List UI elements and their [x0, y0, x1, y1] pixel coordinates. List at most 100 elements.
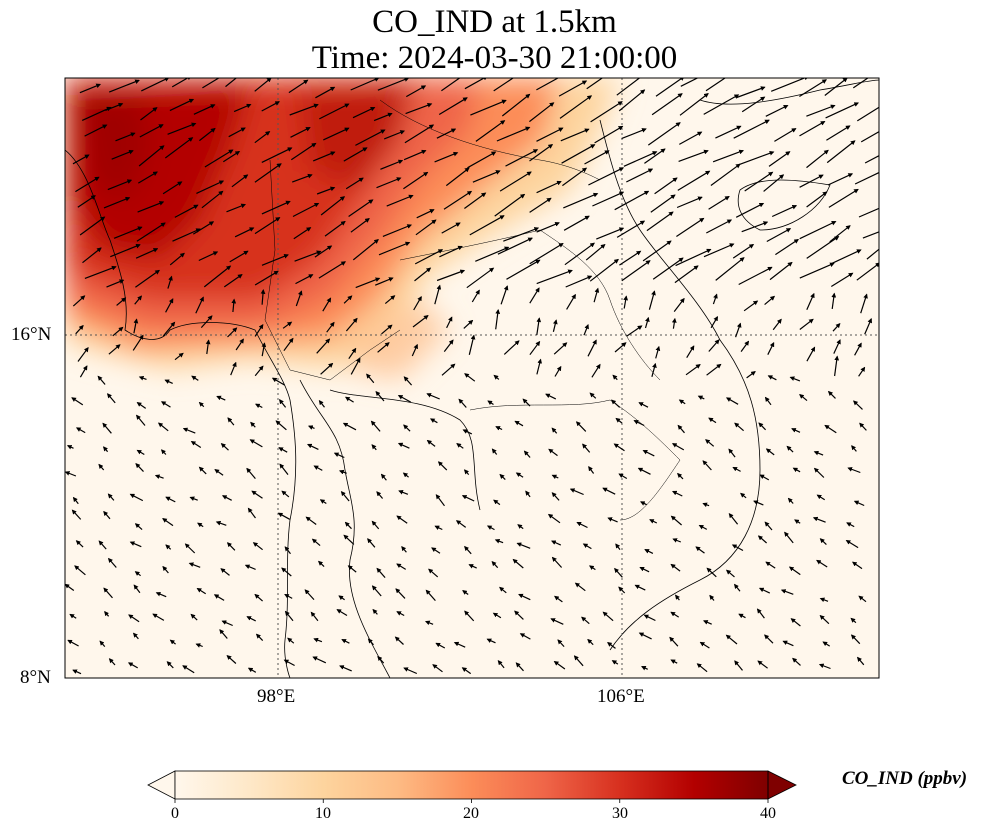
wind-arrow: [136, 449, 145, 456]
wind-arrow: [615, 543, 621, 550]
wind-arrow: [677, 424, 685, 434]
wind-arrow: [560, 128, 590, 142]
wind-arrow: [290, 126, 311, 138]
wind-arrow: [215, 520, 227, 526]
wind-arrow: [672, 538, 682, 543]
wind-arrow: [426, 393, 440, 400]
wind-arrow: [772, 318, 782, 331]
wind-arrow: [853, 500, 865, 507]
wind-arrow: [336, 609, 348, 617]
wind-arrow: [316, 186, 336, 195]
wind-arrow: [503, 340, 520, 355]
wind-arrow: [75, 324, 84, 335]
wind-arrow: [289, 103, 319, 116]
wind-arrow: [197, 522, 204, 528]
wind-arrow: [854, 342, 862, 356]
wind-arrow: [552, 319, 558, 332]
wind-arrow: [767, 341, 775, 355]
wind-arrow: [291, 173, 313, 183]
wind-arrow: [314, 245, 333, 258]
wind-arrow: [671, 443, 685, 451]
wind-arrow: [371, 444, 377, 451]
wind-arrow: [493, 499, 501, 506]
wind-arrow: [226, 203, 246, 213]
wind-arrow: [487, 400, 494, 406]
wind-arrow: [174, 352, 184, 361]
wind-arrow: [67, 639, 79, 647]
wind-arrow: [320, 196, 346, 216]
wind-arrow: [638, 632, 652, 640]
wind-arrow: [685, 364, 701, 376]
wind-arrow: [734, 660, 743, 671]
wind-arrow: [827, 173, 854, 186]
wind-arrow: [287, 637, 295, 644]
wind-arrow: [780, 589, 794, 595]
wind-arrow: [705, 439, 715, 447]
wind-arrow: [82, 247, 102, 264]
wind-arrow: [559, 95, 593, 119]
wind-arrow: [261, 101, 280, 112]
wind-arrow: [403, 149, 427, 161]
wind-arrow: [587, 339, 597, 357]
wind-arrow: [220, 568, 230, 576]
wind-arrow: [403, 171, 429, 190]
wind-arrow: [832, 322, 841, 332]
wind-arrow: [458, 398, 467, 408]
wind-arrow: [651, 362, 657, 377]
wind-arrow: [304, 589, 315, 601]
wind-arrow: [339, 665, 352, 672]
wind-arrow: [462, 590, 469, 595]
wind-arrow: [819, 597, 829, 603]
wind-arrow: [763, 174, 785, 192]
wind-arrow: [66, 445, 74, 450]
wind-arrow: [226, 655, 237, 664]
wind-arrow: [394, 636, 404, 645]
wind-arrow: [234, 227, 255, 238]
wind-arrow: [65, 583, 75, 591]
wind-arrow: [103, 510, 111, 520]
wind-arrow: [191, 375, 199, 381]
wind-arrow: [706, 567, 717, 578]
wind-arrow: [434, 284, 442, 305]
wind-arrow: [596, 227, 625, 240]
wind-arrow: [589, 258, 619, 282]
wind-arrow: [278, 447, 288, 453]
wind-arrow: [305, 516, 317, 525]
wind-vectors: [65, 78, 879, 675]
wind-arrow: [343, 295, 353, 304]
wind-arrow: [416, 209, 435, 219]
colorbar-tick-40: 40: [760, 805, 776, 822]
wind-arrow: [644, 148, 666, 164]
wind-arrow: [831, 292, 837, 309]
wind-arrow: [512, 558, 524, 569]
wind-arrow: [116, 297, 127, 306]
wind-arrow: [764, 521, 773, 531]
wind-arrow: [466, 267, 495, 289]
wind-arrow: [438, 97, 468, 116]
wind-arrow: [470, 99, 507, 116]
wind-arrow: [406, 85, 427, 98]
wind-arrow: [198, 251, 219, 262]
wind-arrow: [323, 127, 350, 141]
wind-arrow: [355, 277, 381, 289]
wind-arrow: [491, 448, 498, 455]
wind-arrow: [850, 634, 861, 645]
wind-arrow: [446, 316, 453, 329]
wind-arrow: [103, 587, 113, 599]
wind-arrow: [670, 563, 681, 572]
wind-arrow: [642, 449, 655, 457]
wind-arrow: [403, 667, 418, 675]
wind-arrow: [320, 362, 334, 375]
wind-arrow: [641, 665, 648, 671]
wind-arrow: [588, 466, 595, 474]
wind-arrow: [675, 594, 680, 601]
wind-arrow: [646, 211, 674, 232]
wind-arrow: [518, 593, 531, 601]
wind-arrow: [292, 202, 320, 218]
wind-arrow: [152, 613, 165, 621]
wind-arrow: [619, 250, 642, 266]
wind-arrow: [115, 132, 136, 142]
wind-arrow: [468, 564, 477, 569]
wind-arrow: [784, 531, 794, 544]
